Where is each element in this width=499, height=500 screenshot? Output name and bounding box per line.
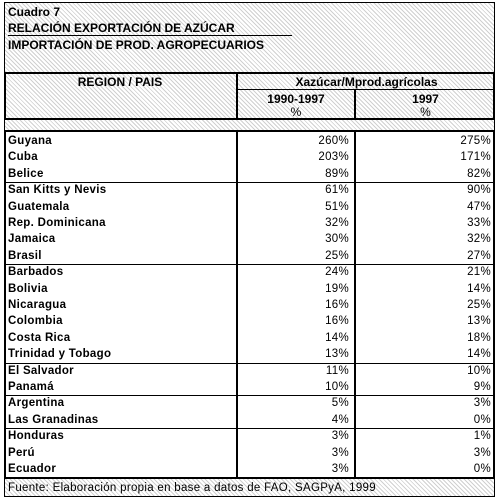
value: 89% bbox=[325, 167, 349, 180]
value: 16% bbox=[325, 315, 349, 328]
col-divider bbox=[236, 72, 238, 120]
row-divider bbox=[6, 428, 493, 430]
table-body bbox=[4, 130, 495, 479]
value: 1% bbox=[473, 430, 491, 443]
value: 90% bbox=[467, 184, 491, 197]
value: 25% bbox=[325, 249, 349, 262]
value: 18% bbox=[467, 331, 491, 344]
value: 9% bbox=[473, 381, 491, 393]
country: Perú bbox=[8, 446, 35, 459]
value: 203% bbox=[318, 151, 349, 164]
country: Trinidad y Tobago bbox=[8, 348, 112, 361]
label: Cuadro 7 bbox=[8, 5, 61, 19]
country: Guyana bbox=[8, 135, 52, 147]
unit: % bbox=[290, 105, 302, 119]
value: 4% bbox=[331, 413, 349, 426]
country: Jamaica bbox=[8, 233, 56, 246]
value: 47% bbox=[467, 200, 491, 213]
country: Panamá bbox=[8, 381, 54, 393]
value: 51% bbox=[325, 200, 349, 213]
value: 275% bbox=[460, 135, 491, 147]
value: 13% bbox=[325, 348, 349, 361]
country: Argentina bbox=[8, 397, 65, 410]
row-divider bbox=[6, 395, 493, 397]
row-divider bbox=[6, 264, 493, 266]
value: 32% bbox=[467, 233, 491, 246]
value: 14% bbox=[467, 282, 491, 295]
value: 32% bbox=[325, 217, 349, 229]
value: 260% bbox=[318, 135, 349, 147]
col-divider bbox=[354, 130, 356, 479]
value: 19% bbox=[325, 282, 349, 295]
period: 1997 bbox=[412, 92, 439, 106]
value: 30% bbox=[325, 233, 349, 246]
row-divider bbox=[237, 89, 495, 90]
value: 0% bbox=[473, 413, 491, 426]
subtitle: IMPORTACIÓN DE PROD. AGROPECUARIOS bbox=[8, 38, 265, 52]
country: Brasil bbox=[8, 249, 42, 262]
country: Guatemala bbox=[8, 200, 70, 213]
value: 61% bbox=[325, 184, 349, 197]
value: 13% bbox=[467, 315, 491, 328]
country: Honduras bbox=[8, 430, 65, 443]
country: El Salvador bbox=[8, 364, 74, 377]
country: Belice bbox=[8, 167, 44, 180]
value: 171% bbox=[460, 151, 491, 164]
value: 14% bbox=[467, 348, 491, 361]
country: Rep. Dominicana bbox=[8, 217, 106, 229]
value: 3% bbox=[473, 446, 491, 459]
value: 3% bbox=[331, 463, 349, 475]
value: 24% bbox=[325, 266, 349, 279]
value: 10% bbox=[467, 364, 491, 377]
col-divider bbox=[354, 89, 356, 120]
value: 5% bbox=[331, 397, 349, 410]
value: 16% bbox=[325, 299, 349, 311]
period: 1990-1997 bbox=[267, 92, 325, 106]
value: 21% bbox=[467, 266, 491, 279]
column-header: REGION / PAIS bbox=[77, 75, 163, 89]
country: Nicaragua bbox=[8, 299, 67, 311]
value: 3% bbox=[331, 446, 349, 459]
value: 3% bbox=[331, 430, 349, 443]
footer: Fuente: Elaboración propia en base a dat… bbox=[8, 482, 376, 494]
country: Ecuador bbox=[8, 463, 57, 475]
value: 33% bbox=[467, 217, 491, 229]
value: 3% bbox=[473, 397, 491, 410]
country: Cuba bbox=[8, 151, 38, 164]
country: Colombia bbox=[8, 315, 63, 328]
value: 0% bbox=[473, 463, 491, 475]
row-divider bbox=[6, 182, 493, 184]
country: Bolivia bbox=[8, 282, 48, 295]
value: 11% bbox=[325, 364, 349, 377]
title: RELACIÓN EXPORTACIÓN DE AZÚCAR bbox=[8, 21, 292, 36]
country: Costa Rica bbox=[8, 331, 71, 344]
value: 14% bbox=[325, 331, 349, 344]
value: 27% bbox=[467, 249, 491, 262]
unit: % bbox=[420, 105, 431, 119]
col-divider bbox=[236, 130, 238, 479]
row-divider bbox=[6, 362, 493, 364]
table-header bbox=[4, 72, 495, 120]
value: 10% bbox=[325, 381, 349, 393]
column-header: Xazúcar/Mprod.agrícolas bbox=[295, 75, 438, 89]
country: Barbados bbox=[8, 266, 64, 279]
value: 82% bbox=[467, 167, 491, 180]
country: Las Granadinas bbox=[8, 413, 99, 426]
value: 25% bbox=[467, 299, 491, 311]
country: San Kitts y Nevis bbox=[8, 184, 107, 197]
